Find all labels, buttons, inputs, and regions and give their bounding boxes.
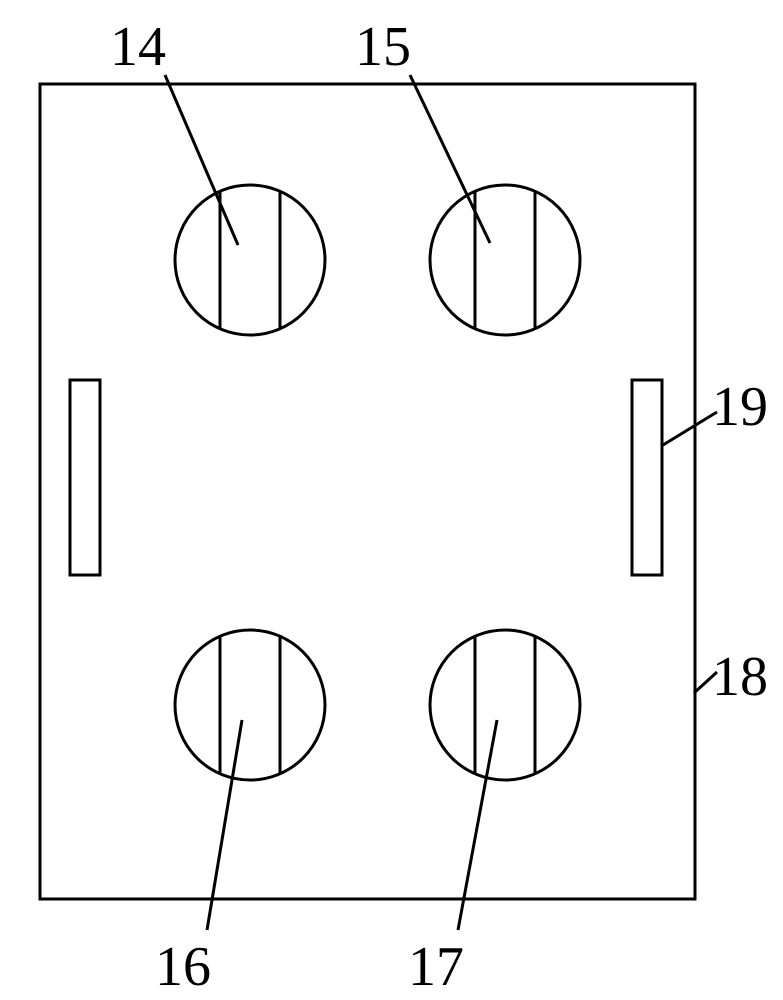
label-16: 16 <box>155 935 211 999</box>
label-15: 15 <box>355 15 411 79</box>
label-14: 14 <box>110 15 166 79</box>
label-19: 19 <box>712 375 768 439</box>
diagram-svg <box>0 0 783 1000</box>
label-18: 18 <box>712 645 768 709</box>
diagram-container: 14 15 16 17 18 19 <box>0 0 783 1000</box>
label-17: 17 <box>408 935 464 999</box>
